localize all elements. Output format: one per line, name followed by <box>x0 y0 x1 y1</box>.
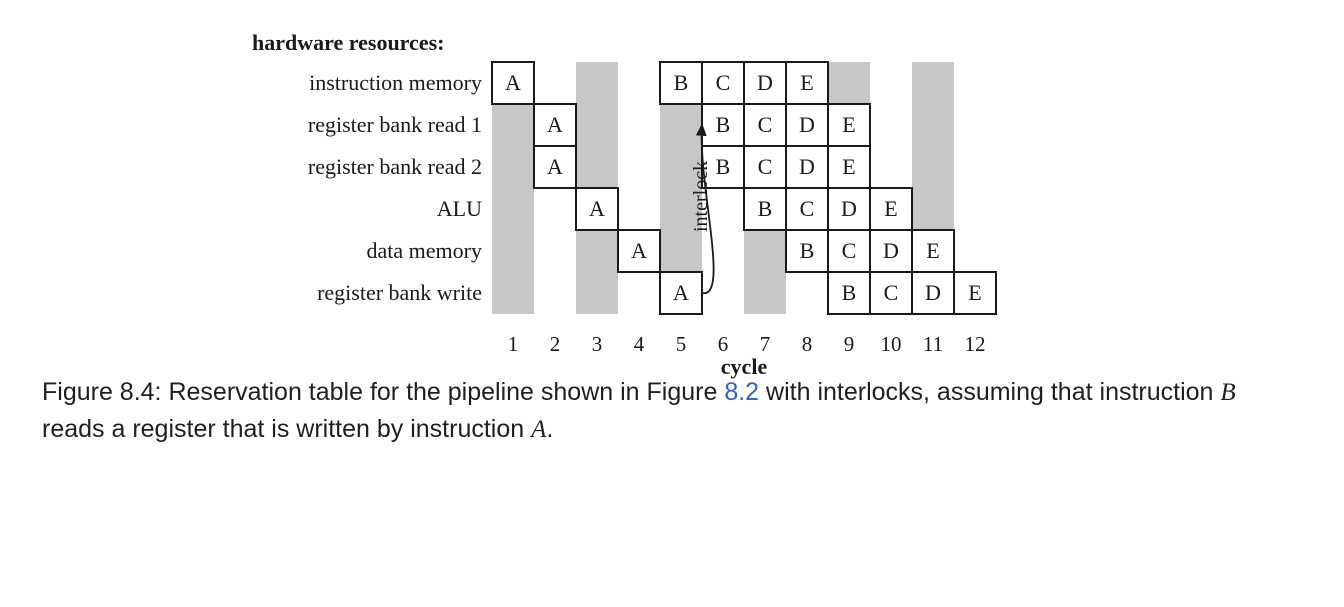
reservation-cell: E <box>953 271 997 315</box>
empty-cell <box>702 230 744 272</box>
caption-text: . <box>546 415 553 443</box>
caption-instr-a: A <box>531 416 546 443</box>
empty-cell <box>702 272 744 314</box>
reservation-cell: D <box>785 145 829 189</box>
empty-cell <box>576 62 618 104</box>
empty-cell <box>870 146 912 188</box>
reservation-cell: D <box>785 103 829 147</box>
reservation-cell: D <box>869 229 913 273</box>
reservation-cell: A <box>617 229 661 273</box>
grid-row: ABCDE <box>492 146 996 188</box>
empty-cell <box>828 62 870 104</box>
empty-cell <box>660 230 702 272</box>
reservation-cell: B <box>743 187 787 231</box>
empty-cell <box>618 272 660 314</box>
empty-cell <box>618 104 660 146</box>
empty-cell <box>912 62 954 104</box>
caption-instr-b: B <box>1220 379 1235 406</box>
empty-cell <box>954 230 996 272</box>
interlock-label: interlock <box>690 161 713 232</box>
empty-cell <box>576 104 618 146</box>
reservation-cell: E <box>869 187 913 231</box>
empty-cell <box>870 62 912 104</box>
grid-row: A BCDE <box>492 272 996 314</box>
resource-label: instruction memory <box>252 70 492 96</box>
empty-cell <box>954 62 996 104</box>
empty-cell <box>534 272 576 314</box>
grid-row: A BCDE <box>492 188 996 230</box>
empty-cell <box>492 104 534 146</box>
reservation-cell: A <box>491 61 535 105</box>
empty-cell <box>912 104 954 146</box>
reservation-cell: B <box>701 103 745 147</box>
empty-cell <box>618 62 660 104</box>
empty-cell <box>954 146 996 188</box>
empty-cell <box>744 230 786 272</box>
reservation-cell: A <box>659 271 703 315</box>
empty-cell <box>660 104 702 146</box>
resource-label: ALU <box>252 196 492 222</box>
resource-label: data memory <box>252 238 492 264</box>
reservation-cell: B <box>785 229 829 273</box>
figure-caption: Figure 8.4: Reservation table for the pi… <box>42 374 1302 449</box>
grid-row: A BCDE <box>492 62 996 104</box>
empty-cell <box>912 188 954 230</box>
reservation-cell: E <box>911 229 955 273</box>
empty-cell <box>954 188 996 230</box>
empty-cell <box>492 146 534 188</box>
reservation-cell: D <box>743 61 787 105</box>
empty-cell <box>492 230 534 272</box>
reservation-cell: D <box>911 271 955 315</box>
empty-cell <box>534 62 576 104</box>
reservation-cell: C <box>869 271 913 315</box>
reservation-cell: C <box>743 145 787 189</box>
empty-cell <box>870 104 912 146</box>
reservation-cell: C <box>743 103 787 147</box>
empty-cell <box>786 272 828 314</box>
cycle-axis-label: cycle <box>492 354 996 380</box>
reservation-cell: C <box>701 61 745 105</box>
caption-text: reads a register that is written by inst… <box>42 415 531 443</box>
empty-cell <box>618 146 660 188</box>
reservation-cell: B <box>827 271 871 315</box>
empty-cell <box>534 188 576 230</box>
caption-text: with interlocks, assuming that instructi… <box>759 378 1220 406</box>
resource-label: register bank read 1 <box>252 112 492 138</box>
reservation-cell: E <box>827 103 871 147</box>
empty-cell <box>618 188 660 230</box>
empty-cell <box>576 146 618 188</box>
grid-row: A BCDE <box>492 230 996 272</box>
resource-label: register bank read 2 <box>252 154 492 180</box>
empty-cell <box>492 272 534 314</box>
reservation-cell: E <box>785 61 829 105</box>
reservation-cell: C <box>785 187 829 231</box>
grid-rows: ABCDEABCDEABCDEABCDEABCDEABCDE <box>492 62 996 314</box>
resource-labels-column: instruction memory register bank read 1 re… <box>252 62 492 314</box>
reservation-cell: D <box>827 187 871 231</box>
figure-ref-link[interactable]: 8.2 <box>724 378 759 406</box>
header-label: hardware resources: <box>252 30 1302 56</box>
caption-text: Figure 8.4: Reservation table for the pi… <box>42 378 724 406</box>
grid-row: A BCDE <box>492 104 996 146</box>
reservation-grid: ABCDEABCDEABCDEABCDEABCDEABCDE interlock… <box>492 62 996 314</box>
empty-cell <box>912 146 954 188</box>
reservation-cell: A <box>533 145 577 189</box>
empty-cell <box>576 230 618 272</box>
empty-cell <box>744 272 786 314</box>
empty-cell <box>954 104 996 146</box>
empty-cell <box>576 272 618 314</box>
reservation-cell: B <box>659 61 703 105</box>
empty-cell <box>534 230 576 272</box>
reservation-cell: C <box>827 229 871 273</box>
empty-cell <box>492 188 534 230</box>
reservation-cell: E <box>827 145 871 189</box>
reservation-cell: A <box>533 103 577 147</box>
resource-label: register bank write <box>252 280 492 306</box>
reservation-cell: A <box>575 187 619 231</box>
